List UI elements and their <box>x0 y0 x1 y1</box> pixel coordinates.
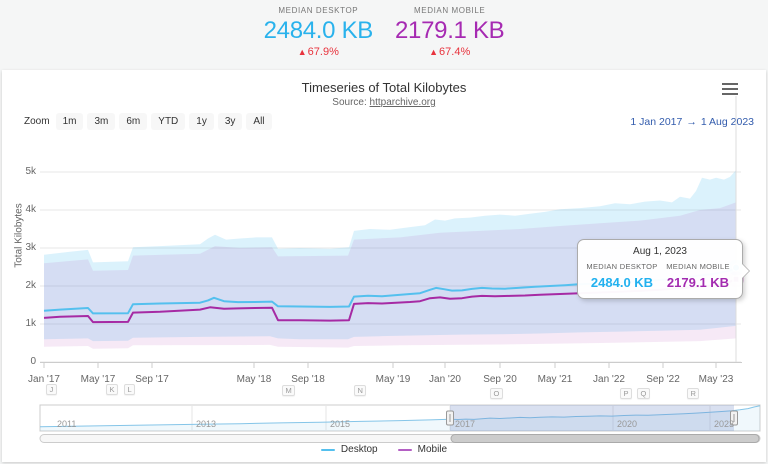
stat-desktop-value: 2484.0 KB <box>263 17 374 44</box>
x-tick-label: May '19 <box>375 374 411 385</box>
legend-label: Desktop <box>340 444 378 455</box>
stat-mobile-label: MEDIAN MOBILE <box>414 6 486 15</box>
tooltip-values: MEDIAN DESKTOP MEDIAN MOBILE 2484.0 KB 2179… <box>584 262 736 290</box>
up-triangle-icon: ▲ <box>429 47 439 57</box>
x-tick-label: Sep '17 <box>135 374 169 385</box>
x-tick-label: May '21 <box>537 374 573 385</box>
zoom-button-3m[interactable]: 3m <box>87 113 116 130</box>
zoom-button-all[interactable]: All <box>246 113 272 130</box>
link-hint-l: L <box>124 384 136 395</box>
x-tick-label: Jan '20 <box>429 374 461 385</box>
scrollbar-thumb[interactable] <box>450 434 760 443</box>
chart-subtitle: Source: httparchive.org <box>0 97 768 108</box>
x-tick-label: Sep '20 <box>483 374 517 385</box>
stat-desktop-label: MEDIAN DESKTOP <box>278 6 359 15</box>
context-menu-icon[interactable] <box>722 83 738 95</box>
range-selector: Zoom 1m 3m 6m YTD 1y 3y All <box>24 113 276 130</box>
stat-median-mobile: MEDIAN MOBILE 2179.1 KB ▲67.4% <box>395 6 505 58</box>
link-hint-r: R <box>687 388 700 399</box>
tooltip-series-label: MEDIAN DESKTOP <box>586 262 658 271</box>
link-hint-p: P <box>620 388 633 399</box>
zoom-button-1y[interactable]: 1y <box>189 113 214 130</box>
navigator-line <box>39 405 761 428</box>
header-stats: MEDIAN DESKTOP 2484.0 KB ▲67.9% MEDIAN M… <box>0 6 768 58</box>
stat-mobile-change: ▲67.4% <box>395 46 504 58</box>
tooltip-date: Aug 1, 2023 <box>633 246 687 257</box>
x-tick-label: Sep '22 <box>646 374 680 385</box>
stat-desktop-change-value: 67.9% <box>307 46 339 58</box>
x-tick-label: May '23 <box>698 374 734 385</box>
range-from[interactable]: 1 Jan 2017 <box>630 116 683 128</box>
legend-item-desktop[interactable]: Desktop <box>320 444 378 455</box>
zoom-button-6m[interactable]: 6m <box>119 113 148 130</box>
legend-swatch <box>320 448 335 451</box>
tooltip-series-label: MEDIAN MOBILE <box>666 262 730 271</box>
x-tick-label: Sep '18 <box>291 374 325 385</box>
y-tick-label: 2k <box>25 280 36 291</box>
link-hint-o: O <box>490 388 503 399</box>
link-hint-q: Q <box>637 388 650 399</box>
arrow-right-icon: → <box>686 116 697 128</box>
tooltip-series-value: 2179.1 KB <box>666 275 730 290</box>
navigator-outline <box>39 404 761 432</box>
source-link[interactable]: httparchive.org <box>369 97 436 108</box>
source-prefix: Source: <box>332 97 370 108</box>
percentile-band <box>44 202 736 349</box>
y-tick-label: 3k <box>25 242 36 253</box>
legend-swatch <box>397 448 412 451</box>
y-tick-label: 5k <box>25 166 36 177</box>
up-triangle-icon: ▲ <box>297 47 307 57</box>
link-hint-m: M <box>282 385 296 396</box>
stat-desktop-change: ▲67.9% <box>264 46 373 58</box>
link-hint-n: N <box>354 385 367 396</box>
stat-mobile-value: 2179.1 KB <box>395 17 505 44</box>
navigator-year-label: 2011 <box>57 419 77 429</box>
stat-mobile-change-value: 67.4% <box>439 46 471 58</box>
link-hint-k: K <box>106 384 119 395</box>
y-tick-label: 4k <box>25 204 36 215</box>
tooltip-callout <box>742 264 749 278</box>
chart-title: Timeseries of Total Kilobytes <box>301 80 467 95</box>
zoom-button-1m[interactable]: 1m <box>55 113 84 130</box>
legend-item-mobile[interactable]: Mobile <box>397 444 448 455</box>
zoom-button-3y[interactable]: 3y <box>217 113 243 130</box>
navigator-year-label: 2017 <box>455 419 476 429</box>
x-tick-label: Jan '17 <box>28 374 60 385</box>
x-tick-label: May '17 <box>80 374 116 385</box>
zoom-button-ytd[interactable]: YTD <box>151 113 186 130</box>
navigator-year-label: 2023 <box>714 419 735 429</box>
date-range[interactable]: 1 Jan 2017 → 1 Aug 2023 <box>630 116 754 128</box>
legend: Desktop Mobile <box>0 444 768 455</box>
link-hint-j: J <box>46 384 57 395</box>
stat-median-desktop: MEDIAN DESKTOP 2484.0 KB ▲67.9% <box>263 6 374 58</box>
legend-label: Mobile <box>417 444 448 455</box>
y-tick-label: 0 <box>30 356 36 367</box>
zoom-buttons: 1m 3m 6m YTD 1y 3y All <box>55 113 276 130</box>
x-tick-label: May '18 <box>236 374 272 385</box>
navigator-selected-region[interactable] <box>450 405 734 431</box>
zoom-label: Zoom <box>24 116 50 127</box>
x-tick-label: Jan '22 <box>593 374 625 385</box>
navigator-year-label: 2020 <box>617 419 638 429</box>
navigator-year-label: 2013 <box>196 419 217 429</box>
navigator-area <box>40 405 760 431</box>
navigator-year-label: 2015 <box>330 419 351 429</box>
tooltip-series-value: 2484.0 KB <box>590 275 654 290</box>
range-to[interactable]: 1 Aug 2023 <box>700 116 754 128</box>
y-tick-label: 1k <box>25 318 36 329</box>
tooltip: Aug 1, 2023 MEDIAN DESKTOP MEDIAN MOBILE 2… <box>577 239 750 299</box>
